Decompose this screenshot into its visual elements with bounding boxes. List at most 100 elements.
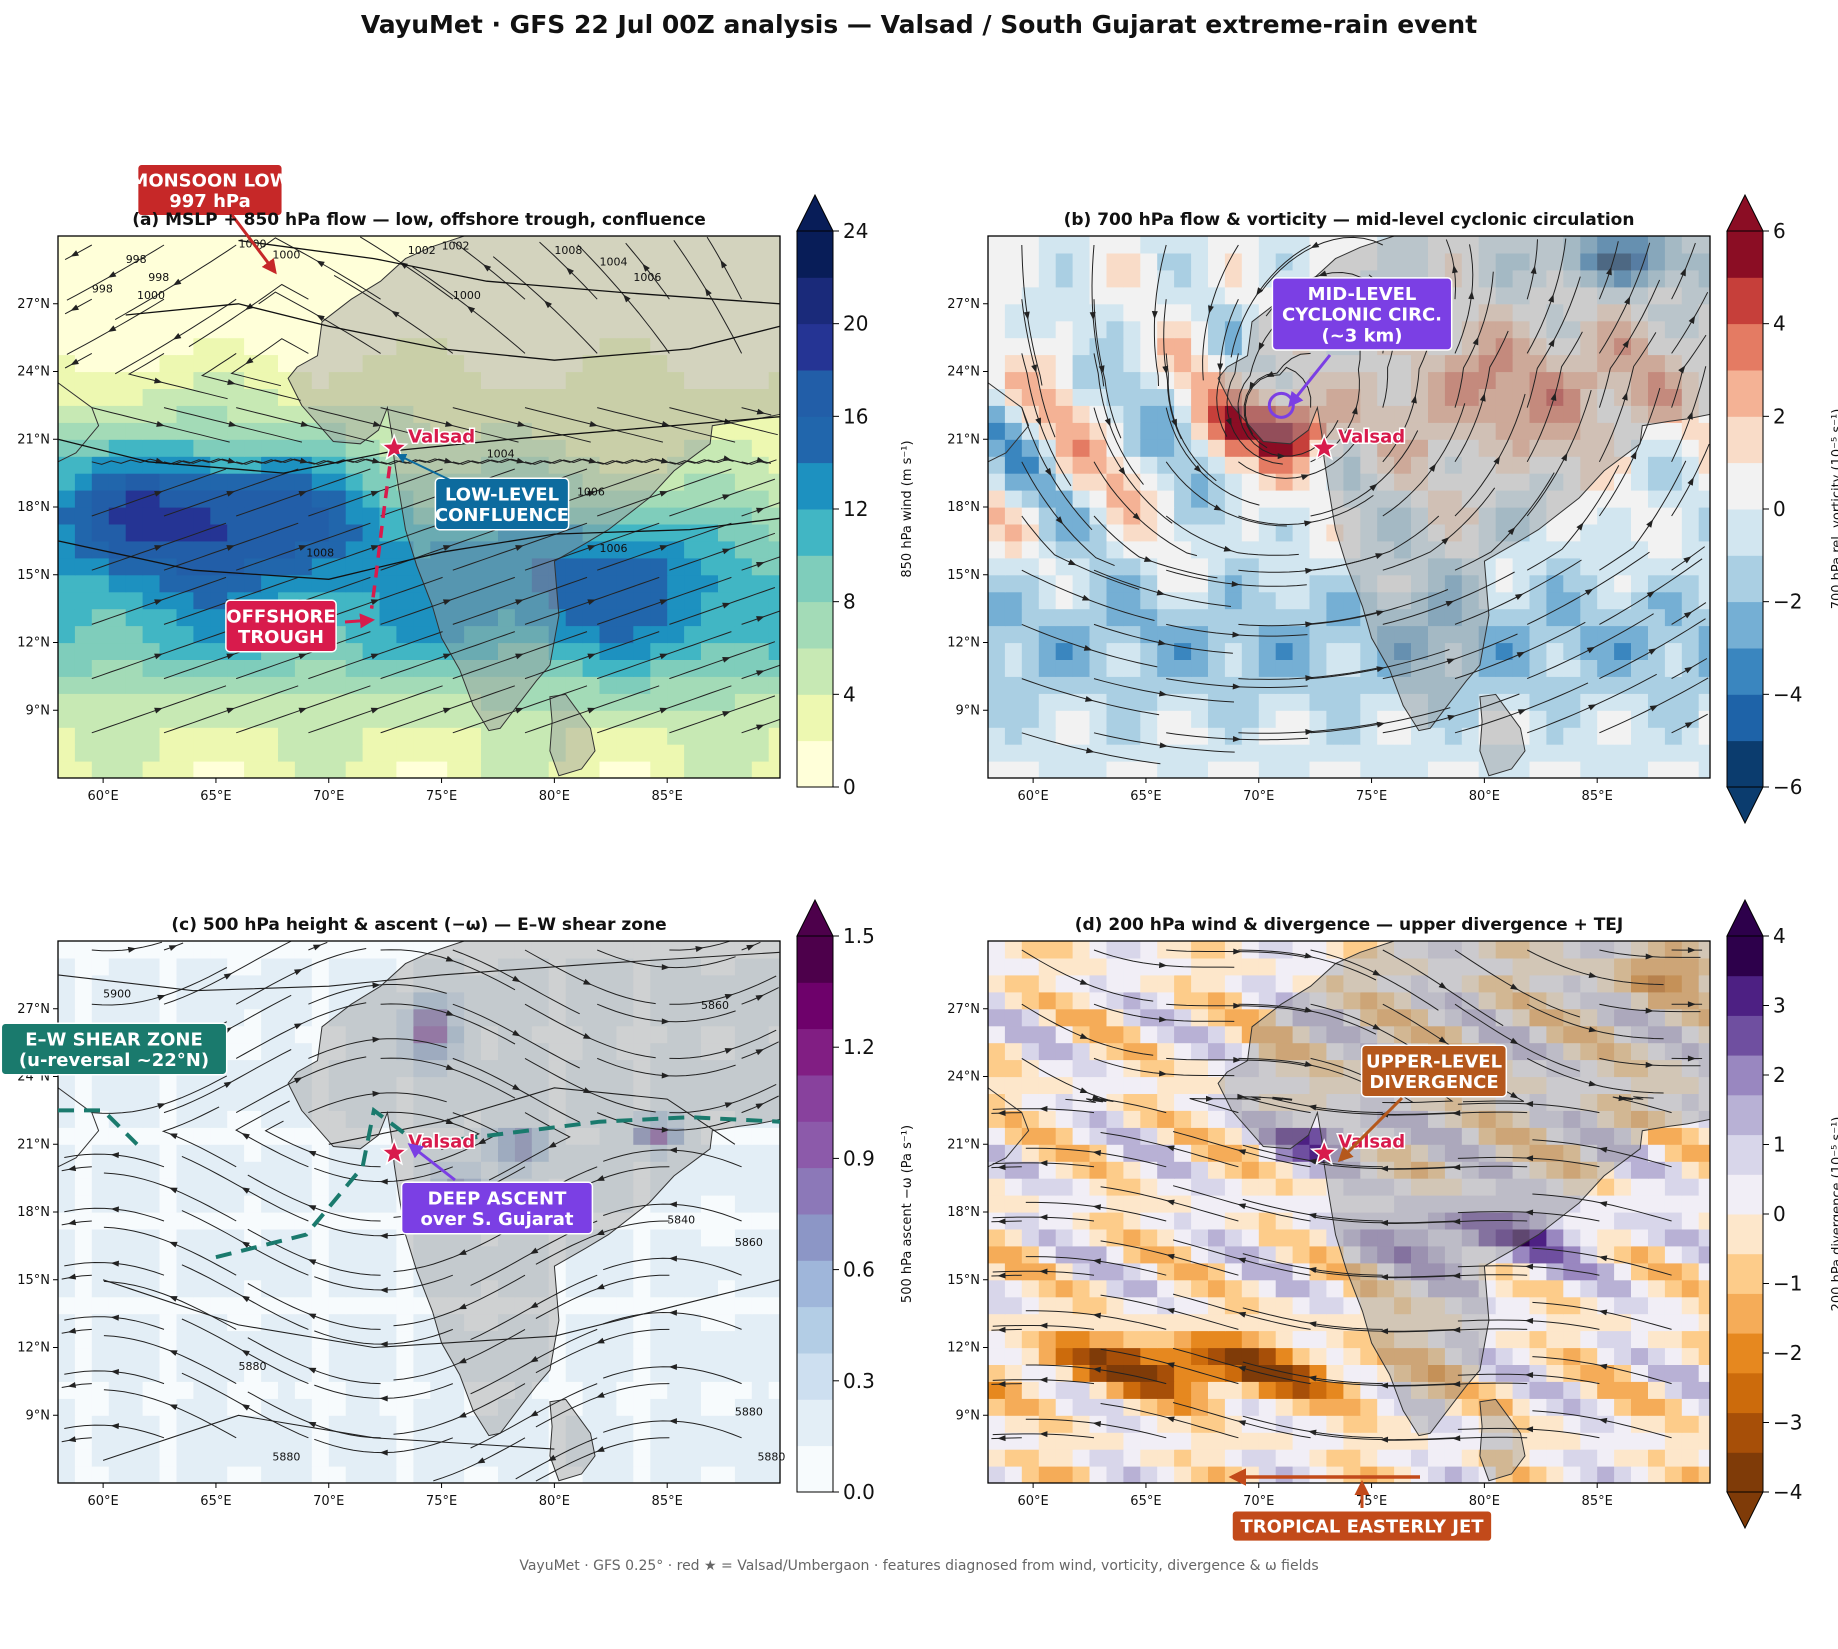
streamline-arrow: [1548, 338, 1555, 348]
streamline-arrow: [226, 707, 235, 714]
colorbar-swatch: [797, 1399, 833, 1447]
streamline-arrow: [1156, 589, 1166, 596]
isobar-label: 1006: [633, 271, 661, 284]
streamline-arrow: [1683, 611, 1693, 619]
lon-tick-label: 65°E: [1130, 789, 1161, 804]
isobar-label: 1000: [453, 289, 481, 302]
streamline-arrow: [1525, 1101, 1534, 1108]
streamline-arrow: [1576, 522, 1584, 531]
streamline-arrow: [583, 978, 592, 985]
streamline-arrow: [596, 1337, 605, 1344]
height-contour-label: 5880: [757, 1450, 785, 1463]
lat-tick-label: 15°N: [947, 568, 980, 583]
streamline-arrow: [529, 1356, 539, 1363]
streamline-arrow: [1624, 296, 1631, 305]
isobar-label: 1004: [487, 447, 515, 460]
streamline-arrow: [1079, 1033, 1089, 1039]
streamline-arrow: [1159, 962, 1168, 969]
confluence-label-box: [434, 477, 570, 531]
colorbar-tick-label: 0: [1773, 497, 1786, 521]
streamline-arrow: [1351, 406, 1358, 415]
streamline-arrow: [1055, 516, 1064, 525]
figure-footer: VayuMet · GFS 0.25° · red ★ = Valsad/Umb…: [519, 1558, 1319, 1574]
streamline-arrow: [70, 358, 79, 366]
deep-ascent-label-box: [400, 1181, 594, 1235]
streamline-arrow: [997, 1164, 1006, 1171]
annotation-arrow: [407, 1143, 456, 1182]
streamline-arrow: [1680, 267, 1686, 277]
streamline-arrow: [379, 1395, 388, 1402]
colorbar-tick-label: 0.3: [843, 1369, 875, 1393]
monsoon-low-label-box: [136, 163, 284, 217]
lat-tick-label: 12°N: [947, 636, 980, 651]
panel-a-overlays: 9981000100099899810001002100210081004100…: [57, 163, 781, 653]
monsoon-low-label-text: 997 hPa: [169, 191, 251, 212]
streamline-arrow: [529, 1410, 539, 1417]
streamline: [625, 242, 670, 300]
confluence-label-text: LOW-LEVEL: [445, 484, 559, 505]
streamline-arrow: [458, 1411, 467, 1418]
streamline-arrow: [1525, 1263, 1534, 1270]
streamline-arrow: [547, 1454, 557, 1462]
colorbar-swatch: [797, 601, 833, 649]
lon-tick-label: 85°E: [652, 1494, 683, 1509]
streamline-arrow: [110, 1260, 119, 1267]
streamline-arrow: [1039, 1268, 1048, 1275]
streamline-arrow: [1158, 639, 1167, 646]
annotation-arrow: [396, 453, 451, 481]
colorbar-swatch: [1727, 462, 1763, 510]
streamline: [991, 1112, 1022, 1114]
lat-tick-label: 24°N: [947, 365, 980, 380]
lon-tick-label: 70°E: [1243, 789, 1274, 804]
lon-tick-label: 80°E: [539, 789, 570, 804]
streamline-arrow: [1151, 310, 1158, 320]
colorbar-swatch: [797, 740, 833, 788]
upper-divergence-label-text: UPPER-LEVEL: [1366, 1051, 1502, 1072]
streamline-arrow: [1166, 1199, 1175, 1206]
colorbar-tick-label: 0.6: [843, 1258, 875, 1282]
streamline-arrow: [587, 599, 596, 606]
streamline-arrow: [307, 1205, 317, 1211]
streamline-arrow: [1092, 1421, 1102, 1427]
colorbar-tick-label: 4: [1773, 312, 1786, 336]
height-contour: [102, 1279, 781, 1349]
tej-label-box: [1231, 1509, 1493, 1543]
streamline-arrow: [1166, 1362, 1175, 1369]
height-contour-label: 5860: [735, 1236, 763, 1249]
colorbar-swatch: [1727, 1253, 1763, 1294]
colorbar-label: 500 hPa ascent −ω (Pa s⁻¹): [900, 1125, 915, 1303]
streamline-arrow: [1039, 1376, 1048, 1383]
colorbar-swatch: [1727, 370, 1763, 417]
colorbar-swatch: [797, 1075, 833, 1122]
streamline: [61, 1274, 92, 1280]
streamline: [991, 1220, 1022, 1223]
colorbar-swatch: [1727, 323, 1763, 371]
streamline-arrow: [1678, 365, 1686, 374]
lat-tick-label: 9°N: [956, 703, 981, 718]
streamline-arrow: [997, 1435, 1006, 1442]
colorbar-tick-label: 2: [1773, 1063, 1786, 1087]
colorbar-label: 200 hPa divergence (10⁻⁵ s⁻¹): [1830, 1117, 1838, 1312]
streamline-arrow: [1166, 1416, 1175, 1423]
isobar: [125, 303, 781, 361]
streamline-arrow: [226, 653, 235, 660]
streamline: [61, 1166, 92, 1172]
streamline-arrow: [1441, 537, 1450, 545]
streamline-arrow: [1223, 545, 1233, 552]
streamline-arrow: [755, 1103, 765, 1110]
streamline-arrow: [1305, 567, 1314, 574]
colorbar-extend-min: [1726, 786, 1764, 825]
sri-lanka-landmass: [1479, 1398, 1526, 1482]
streamline-arrow: [515, 653, 524, 660]
panel-b-axes: 60°E 65°E 70°E 75°E 80°E 85°E 27°N 24°N 21°N 18°N…: [947, 235, 1711, 804]
colorbar-tick-label: −6: [1773, 775, 1802, 799]
deep-ascent-label-text: over S. Gujarat: [420, 1209, 573, 1230]
streamline-arrow: [227, 457, 237, 464]
streamline-arrow: [1213, 504, 1223, 511]
streamline-arrow: [1258, 342, 1265, 351]
isobar-label: 1006: [577, 486, 605, 499]
streamline-arrow: [1044, 467, 1052, 477]
streamline-arrow: [1687, 947, 1696, 954]
streamline-arrow: [1231, 580, 1240, 587]
streamline-arrow: [172, 332, 182, 340]
